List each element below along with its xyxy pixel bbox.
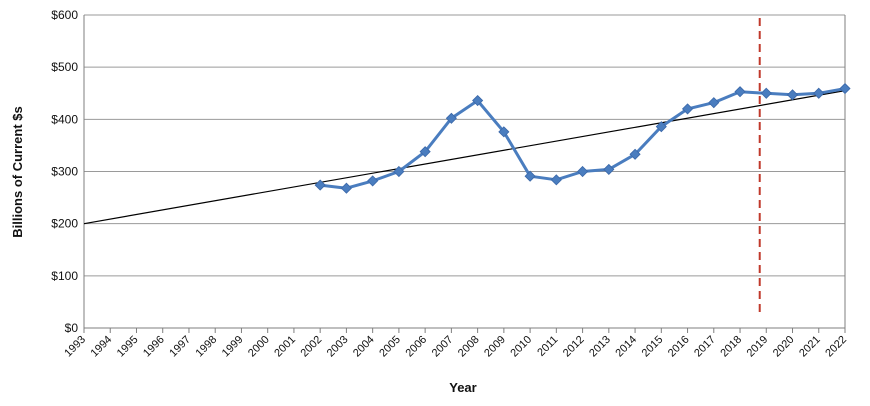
data-point xyxy=(760,87,772,99)
gridlines xyxy=(84,14,845,329)
x-tick-label: 1998 xyxy=(194,334,220,360)
data-point xyxy=(813,87,825,99)
x-tick-label: 2007 xyxy=(430,334,456,360)
data-point xyxy=(393,165,405,178)
y-tick-label: $200 xyxy=(51,217,78,231)
data-point xyxy=(603,163,615,175)
data-point xyxy=(314,179,326,191)
x-tick-label: 2016 xyxy=(666,334,692,360)
data-point xyxy=(655,121,667,133)
y-tick-label: $0 xyxy=(65,321,79,335)
x-tick-label: 2013 xyxy=(587,334,613,360)
data-point xyxy=(839,82,851,95)
data-point xyxy=(367,175,379,187)
x-tick-label: 2021 xyxy=(797,334,823,360)
x-axis: 1993 1994 1995 1996 1997 1998 1999 2000 2001 2002… xyxy=(62,328,849,359)
x-axis-title: Year xyxy=(449,380,476,395)
data-point xyxy=(681,103,694,115)
x-tick-label: 1997 xyxy=(167,334,193,360)
x-tick-label: 2006 xyxy=(403,334,429,360)
x-tick-label: 1994 xyxy=(89,334,115,360)
y-axis-title: Billions of Current $s xyxy=(10,106,25,237)
x-tick-label: 2004 xyxy=(351,334,377,360)
x-tick-label: 2012 xyxy=(561,334,587,360)
x-tick-label: 2022 xyxy=(823,334,849,360)
x-tick-label: 2019 xyxy=(745,334,771,360)
x-tick-label: 2014 xyxy=(613,334,639,360)
data-point xyxy=(629,148,641,160)
x-tick-label: 1993 xyxy=(62,334,88,360)
x-tick-label: 1996 xyxy=(141,334,167,360)
trendline xyxy=(83,90,846,225)
x-tick-label: 2001 xyxy=(272,334,298,360)
data-point xyxy=(786,89,799,101)
y-tick-label: $100 xyxy=(51,269,78,283)
x-tick-label: 2020 xyxy=(771,334,797,360)
x-tick-label: 1999 xyxy=(220,334,246,360)
data-point xyxy=(445,112,457,124)
x-tick-label: 2009 xyxy=(482,334,508,360)
y-tick-label: $500 xyxy=(51,60,78,74)
data-point xyxy=(524,170,536,182)
data-point xyxy=(708,97,720,109)
y-tick-label: $400 xyxy=(51,112,78,126)
x-tick-label: 2017 xyxy=(692,334,718,360)
trendline-group xyxy=(83,90,846,225)
x-tick-label: 2000 xyxy=(246,334,272,360)
y-tick-label: $600 xyxy=(51,8,78,22)
data-point xyxy=(472,94,484,107)
x-tick-label: 1995 xyxy=(115,334,141,360)
x-tick-label: 2011 xyxy=(535,334,560,359)
data-point xyxy=(419,146,431,158)
data-point xyxy=(550,174,562,186)
x-tick-label: 2018 xyxy=(718,334,744,360)
x-tick-label: 2010 xyxy=(508,334,534,360)
data-point xyxy=(340,182,352,194)
y-tick-label: $300 xyxy=(51,165,78,179)
x-tick-label: 2015 xyxy=(640,334,666,360)
data-point xyxy=(577,165,589,178)
x-tick-label: 2003 xyxy=(325,334,351,360)
y-axis: $0 $100 $200 $300 $400 $500 $600 xyxy=(51,8,78,335)
x-tick-label: 2008 xyxy=(456,334,482,360)
series-group xyxy=(314,82,851,194)
x-tick-label: 2002 xyxy=(298,334,324,360)
data-point xyxy=(734,86,746,98)
data-point xyxy=(498,126,510,138)
plot-area xyxy=(83,15,846,329)
x-tick-label: 2005 xyxy=(377,334,403,360)
